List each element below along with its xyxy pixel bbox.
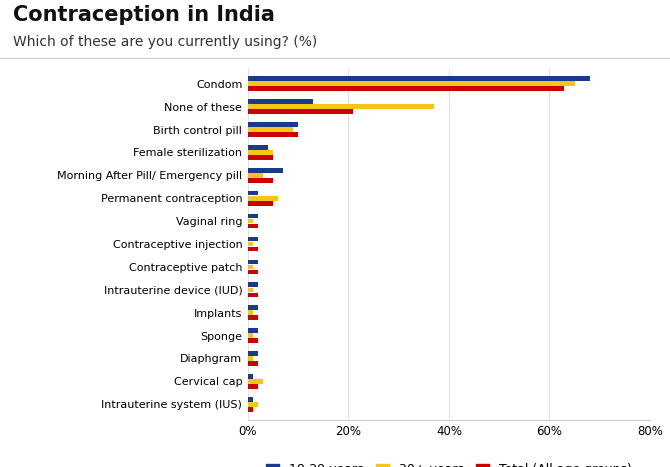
Bar: [248, 247, 258, 251]
Bar: [248, 338, 258, 343]
Bar: [248, 269, 258, 274]
Bar: [248, 242, 253, 246]
Bar: [248, 315, 258, 320]
Bar: [248, 292, 258, 297]
Bar: [248, 81, 574, 86]
Bar: [248, 191, 258, 196]
Bar: [248, 178, 273, 183]
Bar: [248, 132, 298, 137]
Bar: [248, 356, 253, 361]
Bar: [248, 351, 258, 356]
Bar: [248, 99, 314, 104]
Bar: [248, 214, 258, 219]
Bar: [248, 127, 293, 132]
Bar: [248, 196, 278, 200]
Bar: [248, 361, 258, 366]
Text: Which of these are you currently using? (%): Which of these are you currently using? …: [13, 35, 318, 49]
Bar: [248, 173, 263, 177]
Bar: [248, 328, 258, 333]
Bar: [248, 224, 258, 228]
Bar: [248, 77, 590, 81]
Bar: [248, 237, 258, 241]
Legend: 18-29 years, 30+ years, Total (All age groups): 18-29 years, 30+ years, Total (All age g…: [261, 458, 636, 467]
Bar: [248, 145, 268, 150]
Bar: [248, 168, 283, 173]
Text: Contraception in India: Contraception in India: [13, 5, 275, 25]
Bar: [248, 219, 253, 223]
Bar: [248, 201, 273, 205]
Bar: [248, 397, 253, 402]
Bar: [248, 265, 253, 269]
Bar: [248, 283, 258, 287]
Bar: [248, 260, 258, 264]
Bar: [248, 305, 258, 310]
Bar: [248, 402, 258, 407]
Bar: [248, 288, 253, 292]
Bar: [248, 384, 258, 389]
Bar: [248, 109, 354, 114]
Bar: [248, 311, 253, 315]
Bar: [248, 86, 564, 91]
Bar: [248, 379, 263, 384]
Bar: [248, 407, 253, 411]
Bar: [248, 374, 253, 379]
Bar: [248, 122, 298, 127]
Bar: [248, 104, 434, 109]
Bar: [248, 150, 273, 155]
Bar: [248, 333, 253, 338]
Bar: [248, 155, 273, 160]
